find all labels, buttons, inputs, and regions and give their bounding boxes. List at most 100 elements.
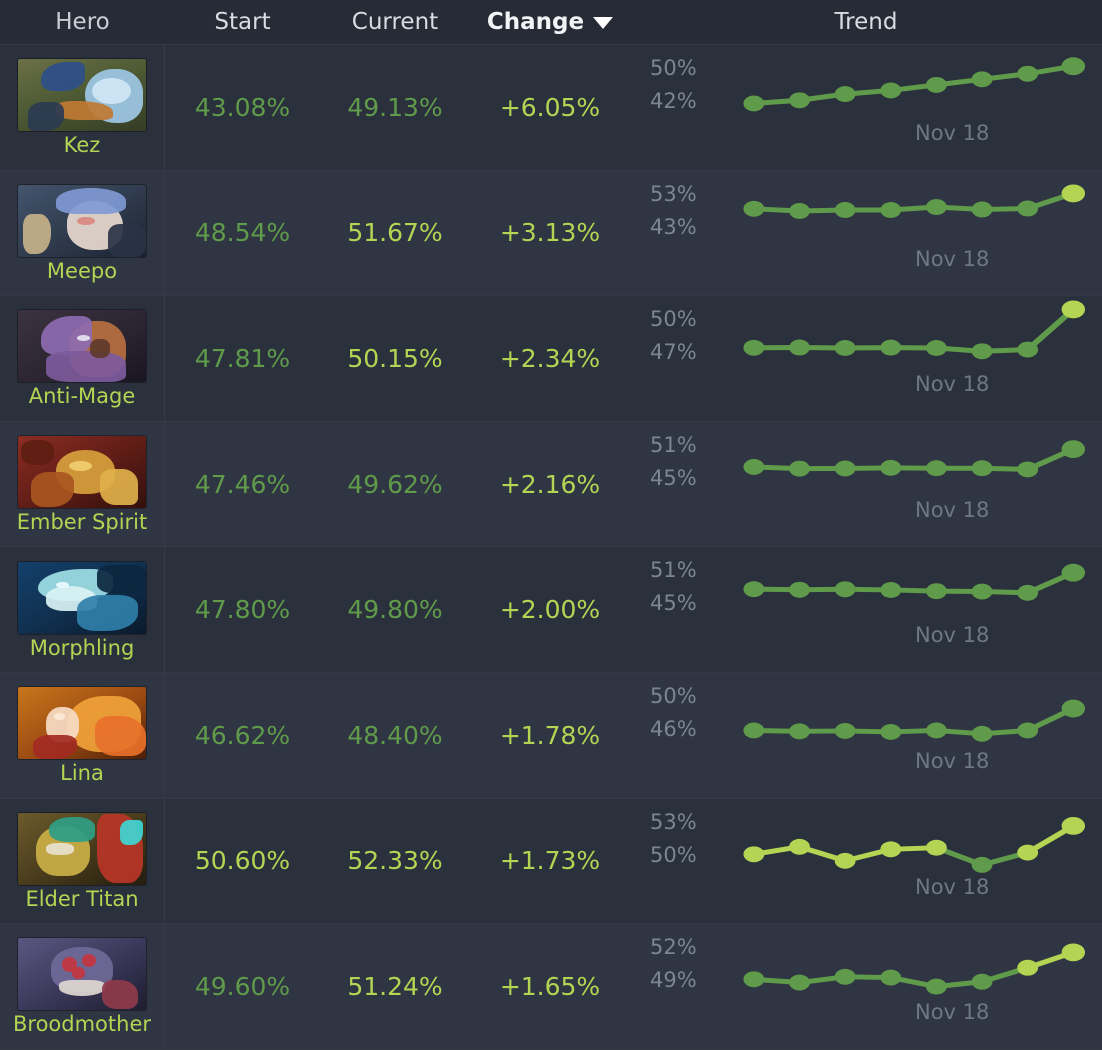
hero-cell[interactable]: Lina (0, 672, 165, 798)
table-row[interactable]: Lina 46.62% 48.40% +1.78% 50% 46% Nov 18 (0, 672, 1102, 799)
trend-date-label: Nov 18 (915, 497, 990, 522)
trend-axis-min: 47% (650, 340, 697, 365)
trend-cell[interactable]: 52% 49% Nov 18 (630, 924, 1102, 1049)
current-value: 49.13% (347, 92, 443, 122)
sparkline-chart (743, 57, 1086, 112)
change-cell: +2.00% (470, 547, 630, 672)
trend-axis-max: 53% (650, 809, 697, 834)
hero-cell[interactable]: Kez (0, 45, 165, 170)
start-value: 47.46% (194, 469, 291, 499)
current-value: 52.33% (347, 846, 443, 876)
trend-date-label: Nov 18 (915, 623, 990, 648)
hero-cell[interactable]: Morphling (0, 547, 165, 672)
change-cell: +2.16% (470, 422, 630, 547)
table-row[interactable]: Elder Titan 50.60% 52.33% +1.73% 53% 50% Nov 1… (0, 798, 1102, 925)
trend-axis-max: 50% (650, 56, 697, 80)
anti-mage-portrait (18, 310, 146, 383)
meepo-portrait (18, 184, 146, 257)
ember-spirit-portrait (18, 436, 146, 509)
hero-cell[interactable]: Broodmother (0, 924, 165, 1049)
table-row[interactable]: Morphling 47.80% 49.80% +2.00% 51% 45% Nov 18 (0, 547, 1102, 673)
start-value: 48.54% (194, 218, 291, 248)
trend-date-label: Nov 18 (915, 246, 990, 271)
start-cell: 47.80% (165, 547, 320, 672)
trend-cell[interactable]: 50% 47% Nov 18 (630, 296, 1102, 421)
hero-cell[interactable]: Meepo (0, 170, 165, 296)
change-value: +6.05% (499, 92, 601, 122)
trend-cell[interactable]: 53% 50% Nov 18 (630, 799, 1102, 924)
trend-date-label: Nov 18 (915, 748, 990, 773)
hero-name: Kez (63, 133, 101, 158)
column-header-change-label: Change (486, 9, 585, 35)
change-cell: +1.73% (470, 799, 630, 924)
sparkline-chart (743, 699, 1086, 742)
change-value: +2.34% (499, 343, 601, 373)
trend-date-label: Nov 18 (915, 372, 990, 397)
start-value: 47.81% (194, 343, 291, 373)
trend-axis-min: 45% (650, 465, 697, 490)
start-cell: 46.62% (165, 673, 320, 798)
table-row[interactable]: Anti-Mage 47.81% 50.15% +2.34% 50% 47% Nov 18 (0, 296, 1102, 422)
trend-date-label: Nov 18 (915, 874, 990, 899)
current-cell: 51.67% (320, 171, 470, 296)
trend-cell[interactable]: 50% 42% Nov 18 (630, 45, 1102, 170)
trend-axis-max: 51% (650, 558, 697, 583)
trend-cell[interactable]: 50% 46% Nov 18 (630, 673, 1102, 798)
column-header-hero[interactable]: Hero (55, 9, 110, 35)
trend-axis-min: 43% (650, 214, 697, 239)
trend-axis-min: 46% (650, 716, 697, 741)
hero-cell[interactable]: Anti-Mage (0, 296, 165, 421)
trend-axis-max: 52% (650, 935, 697, 960)
change-value: +1.65% (499, 971, 601, 1001)
broodmother-portrait (18, 938, 146, 1011)
trend-cell[interactable]: 51% 45% Nov 18 (630, 422, 1102, 547)
table-row[interactable]: Kez 43.08% 49.13% +6.05% 50% 42% Nov 18 (0, 45, 1102, 171)
current-cell: 49.62% (320, 422, 470, 547)
trend-date-label: Nov 18 (915, 121, 990, 145)
sparkline-chart (743, 816, 1086, 873)
hero-name: Anti-Mage (28, 384, 136, 409)
start-value: 49.60% (194, 971, 291, 1001)
hero-name: Meepo (46, 258, 118, 283)
table-row[interactable]: Ember Spirit 47.46% 49.62% +2.16% 51% 45% Nov … (0, 421, 1102, 548)
current-cell: 48.40% (320, 673, 470, 798)
change-cell: +2.34% (470, 296, 630, 421)
start-value: 47.80% (194, 595, 291, 625)
table-row[interactable]: Meepo 48.54% 51.67% +3.13% 53% 43% Nov 18 (0, 170, 1102, 297)
current-value: 51.24% (347, 971, 443, 1001)
trend-cell[interactable]: 51% 45% Nov 18 (630, 547, 1102, 672)
table-row[interactable]: Broodmother 49.60% 51.24% +1.65% 52% 49% Nov 1… (0, 924, 1102, 1050)
trend-cell[interactable]: 53% 43% Nov 18 (630, 171, 1102, 296)
column-header-change[interactable]: Change (470, 9, 630, 35)
hero-cell[interactable]: Elder Titan (0, 798, 165, 924)
hero-cell[interactable]: Ember Spirit (0, 421, 165, 547)
hero-name: Ember Spirit (16, 510, 148, 535)
table-header-row: Hero Start Current Change Trend (0, 0, 1102, 45)
current-cell: 49.80% (320, 547, 470, 672)
current-value: 51.67% (347, 218, 443, 248)
start-cell: 47.46% (165, 422, 320, 547)
change-value: +2.16% (499, 469, 601, 499)
change-cell: +1.78% (470, 673, 630, 798)
current-value: 49.80% (347, 595, 443, 625)
trend-axis-max: 51% (650, 432, 697, 457)
hero-name: Elder Titan (25, 886, 139, 911)
column-header-start[interactable]: Start (214, 9, 271, 35)
column-header-current[interactable]: Current (351, 9, 439, 35)
sparkline-chart (743, 184, 1086, 219)
trend-axis-min: 50% (650, 842, 697, 867)
trend-axis-min: 45% (650, 591, 697, 616)
caret-down-icon (593, 17, 614, 29)
hero-name: Morphling (29, 635, 135, 660)
start-cell: 47.81% (165, 296, 320, 421)
column-header-trend[interactable]: Trend (834, 9, 898, 35)
start-value: 50.60% (194, 846, 291, 876)
current-value: 50.15% (347, 343, 443, 373)
trend-axis-min: 42% (650, 89, 697, 113)
sparkline-chart (743, 943, 1086, 995)
current-cell: 52.33% (320, 799, 470, 924)
change-cell: +6.05% (470, 45, 630, 170)
trend-date-label: Nov 18 (915, 1000, 990, 1025)
change-value: +3.13% (499, 218, 601, 248)
start-cell: 49.60% (165, 924, 320, 1049)
